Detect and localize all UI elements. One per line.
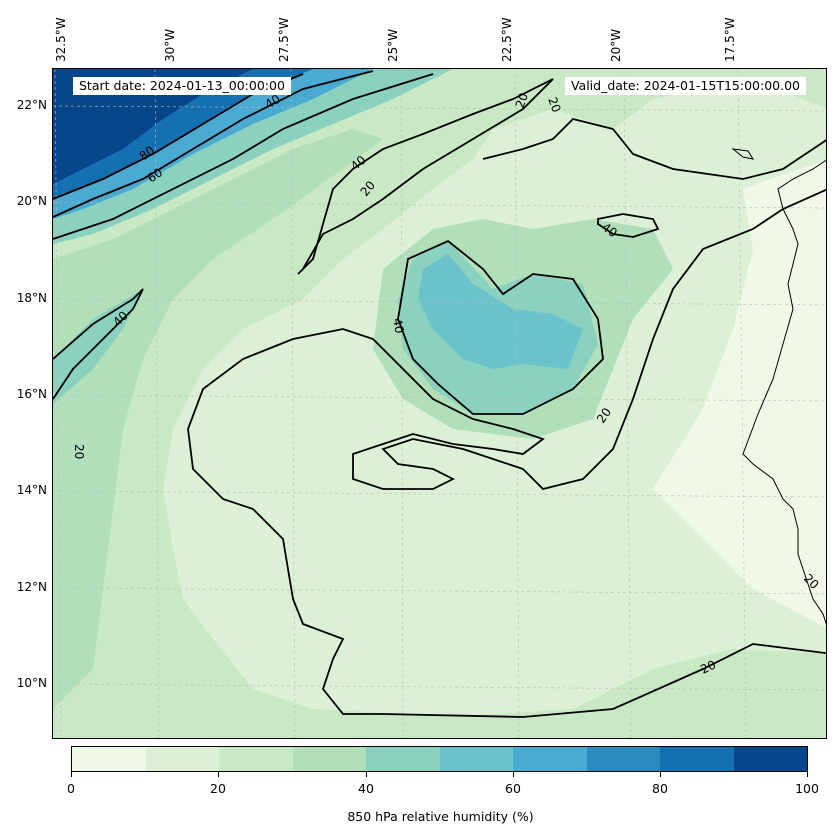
colorbar-tick-label: 100 — [795, 781, 819, 796]
lat-label-22n: 22°N — [16, 98, 47, 112]
colorbar-tick-label: 60 — [505, 781, 521, 796]
lat-label-20n: 20°N — [16, 194, 47, 208]
contour-lines — [53, 70, 826, 718]
contour-40-west-streak — [53, 288, 144, 400]
colorbar-cell-30-40 — [292, 747, 366, 771]
lat-label-12n: 12°N — [16, 580, 47, 594]
contour-label: 20 — [513, 91, 531, 110]
lat-label-14n: 14°N — [16, 483, 47, 497]
contour-40-east-blob — [597, 213, 660, 238]
contour-label: 40 — [390, 317, 406, 334]
lon-label-22-5w: 22.5°W — [500, 17, 514, 62]
lat-label-18n: 18°N — [16, 291, 47, 305]
map-panel[interactable]: 80 60 40 40 20 40 20 20 40 20 20 40 20 2… — [52, 68, 827, 739]
lat-label-16n: 16°N — [16, 387, 47, 401]
colorbar-tick-label: 20 — [210, 781, 226, 796]
graticule — [53, 69, 826, 738]
contour-20-north-east — [482, 118, 826, 180]
contour-20-large — [187, 188, 826, 718]
lon-label-17-5w: 17.5°W — [723, 17, 737, 62]
colorbar-cell-10-20 — [145, 747, 219, 771]
colorbar-tick-label: 0 — [67, 781, 75, 796]
field-band-90-100-nw — [53, 69, 253, 184]
colorbar-tick — [71, 772, 72, 777]
colorbar-cell-0-10 — [72, 747, 146, 771]
contour-40-center-blob — [397, 239, 604, 415]
lon-label-25w: 25°W — [386, 28, 400, 62]
lon-label-30w: 30°W — [163, 28, 177, 62]
coastline — [731, 148, 826, 625]
colorbar-title: 850 hPa relative humidity (%) — [347, 809, 534, 824]
colorbar-tick — [366, 772, 367, 777]
contour-20-nw-streak — [297, 78, 554, 275]
lon-label-32-5w: 32.5°W — [54, 17, 68, 62]
contour-label: 40 — [263, 92, 283, 112]
colorbar-cell-70-80 — [586, 747, 660, 771]
colorbar-cell-60-70 — [513, 747, 587, 771]
colorbar — [71, 746, 808, 772]
colorbar-tick — [807, 772, 808, 777]
field-band-40-50-west-streak — [53, 289, 143, 404]
contour-label: 20 — [72, 444, 86, 459]
colorbar-tick — [218, 772, 219, 777]
colorbar-tick — [660, 772, 661, 777]
colorbar-cell-80-90 — [660, 747, 734, 771]
field-band-30-40-west — [53, 129, 383, 709]
contour-label: 20 — [545, 95, 563, 114]
lon-label-20w: 20°W — [609, 28, 623, 62]
colorbar-cell-40-50 — [366, 747, 440, 771]
colorbar-cell-90-100 — [733, 747, 807, 771]
humidity-map: 80 60 40 40 20 40 20 20 40 20 20 40 20 2… — [53, 69, 826, 738]
colorbar-tick-label: 40 — [358, 781, 374, 796]
field-band-0-10-east — [653, 159, 826, 628]
start-date-label: Start date: 2024-01-13_00:00:00 — [73, 77, 291, 95]
lat-label-10n: 10°N — [16, 676, 47, 690]
field-band-50-60-center — [418, 254, 583, 369]
contour-label: 20 — [698, 658, 718, 677]
valid-date-label: Valid_date: 2024-01-15T15:00:00.00 — [564, 77, 806, 95]
contour-40-nw — [53, 73, 434, 240]
contour-60-nw — [53, 70, 374, 218]
colorbar-cell-50-60 — [439, 747, 513, 771]
colorbar-tick-label: 80 — [652, 781, 668, 796]
colorbar-cell-20-30 — [219, 747, 293, 771]
lon-label-27-5w: 27.5°W — [277, 17, 291, 62]
colorbar-tick — [513, 772, 514, 777]
